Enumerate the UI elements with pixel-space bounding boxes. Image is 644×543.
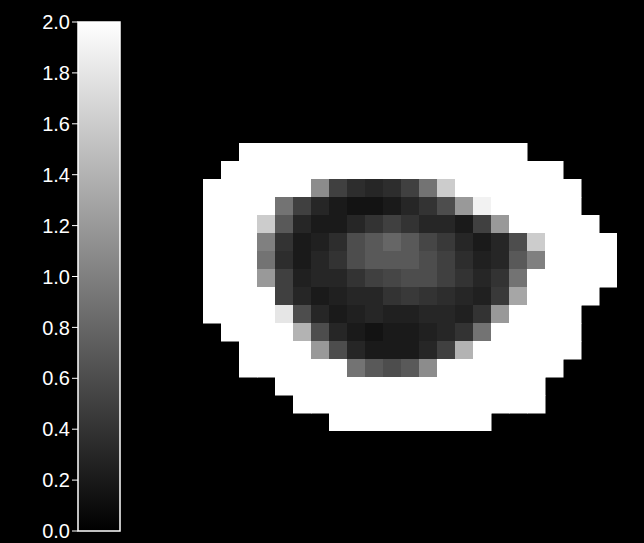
svg-text:0.6: 0.6 [42, 367, 70, 389]
svg-text:1.4: 1.4 [42, 164, 70, 186]
svg-text:0.8: 0.8 [42, 317, 70, 339]
svg-text:1.8: 1.8 [42, 62, 70, 84]
svg-text:0.4: 0.4 [42, 418, 70, 440]
svg-text:1.6: 1.6 [42, 113, 70, 135]
svg-text:0.0: 0.0 [42, 520, 70, 542]
svg-text:1.0: 1.0 [42, 266, 70, 288]
svg-text:1.2: 1.2 [42, 215, 70, 237]
svg-text:0.2: 0.2 [42, 469, 70, 491]
svg-text:2.0: 2.0 [42, 11, 70, 33]
